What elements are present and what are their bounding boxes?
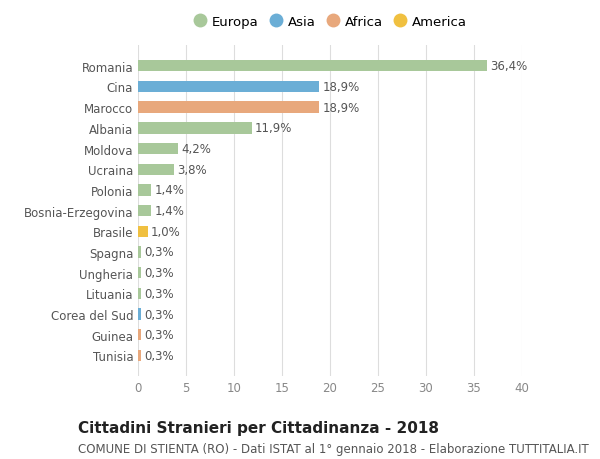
Bar (138, 350, 141, 361)
Text: 18,9%: 18,9% (322, 81, 359, 94)
Legend: Europa, Asia, Africa, America: Europa, Asia, Africa, America (191, 13, 469, 32)
Text: 0,3%: 0,3% (144, 287, 173, 300)
Text: 36,4%: 36,4% (490, 60, 527, 73)
Bar (138, 61, 487, 72)
Text: Cittadini Stranieri per Cittadinanza - 2018: Cittadini Stranieri per Cittadinanza - 2… (78, 420, 439, 435)
Text: 3,8%: 3,8% (178, 163, 207, 176)
Bar (138, 144, 178, 155)
Text: 0,3%: 0,3% (144, 308, 173, 321)
Text: 0,3%: 0,3% (144, 329, 173, 341)
Bar (138, 82, 319, 93)
Bar (138, 102, 319, 113)
Bar (138, 185, 151, 196)
Text: 18,9%: 18,9% (322, 101, 359, 114)
Bar (138, 247, 141, 258)
Text: 0,3%: 0,3% (144, 267, 173, 280)
Bar (138, 123, 252, 134)
Text: 4,2%: 4,2% (181, 143, 211, 156)
Bar (138, 330, 141, 341)
Text: 1,0%: 1,0% (151, 225, 180, 238)
Text: 0,3%: 0,3% (144, 349, 173, 362)
Text: COMUNE DI STIENTA (RO) - Dati ISTAT al 1° gennaio 2018 - Elaborazione TUTTITALIA: COMUNE DI STIENTA (RO) - Dati ISTAT al 1… (78, 442, 589, 454)
Bar (138, 309, 141, 320)
Bar (138, 288, 141, 299)
Bar (138, 206, 151, 217)
Text: 0,3%: 0,3% (144, 246, 173, 259)
Text: 1,4%: 1,4% (154, 184, 184, 197)
Bar (138, 268, 141, 279)
Bar (138, 164, 175, 175)
Bar (138, 226, 148, 237)
Text: 11,9%: 11,9% (255, 122, 292, 135)
Text: 1,4%: 1,4% (154, 205, 184, 218)
